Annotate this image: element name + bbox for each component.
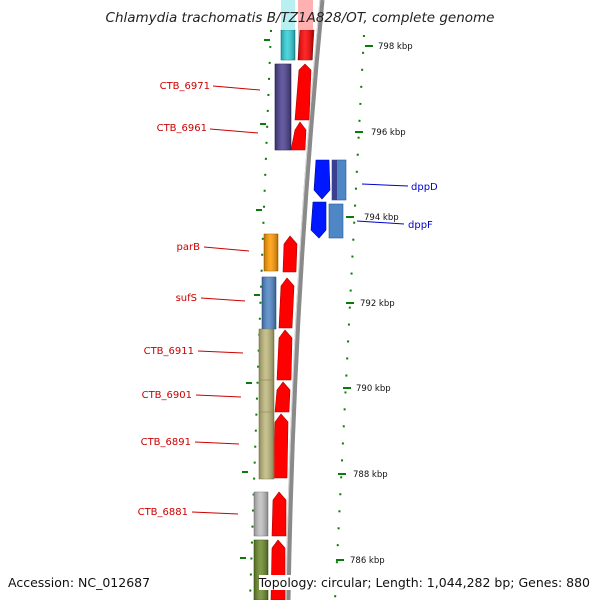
cog-segment-lines [259,379,274,413]
genome-summary: Topology: circular; Length: 1,044,282 bp… [258,575,590,590]
leader-lines-right [356,183,409,225]
cds-cyan-top [281,0,295,30]
gene-label-CTB_6971: CTB_6971 [160,81,210,92]
genome-backbone-highlight [285,0,321,600]
cds-arrow [274,381,291,413]
scale-label-796: 796 kbp [371,128,406,138]
scale-ticks [336,45,373,561]
scale-label-786: 786 kbp [350,556,385,566]
scale-label-788: 788 kbp [353,470,388,480]
red-cds-shading [298,30,313,60]
accession-label: Accession: NC_012687 [8,575,151,590]
dppF-arrow [310,201,327,239]
cds-arrow [276,329,293,381]
cog-shading [254,30,295,600]
cds-pink-top [298,0,313,30]
map-title: Chlamydia trachomatis B/TZ1A828/OT, comp… [105,10,495,26]
scale-label-790: 790 kbp [356,384,391,394]
gene-label-dppD: dppD [411,182,438,193]
genome-backbone [285,0,325,600]
cds-arrow [294,63,312,121]
cds-arrow [290,121,307,151]
scale-label-798: 798 kbp [378,42,413,52]
gene-label-dppF: dppF [408,220,433,231]
outer-tick-ring [334,34,365,600]
cds-arrow [278,277,295,329]
cds-arrow [272,413,289,479]
gene-label-sufS: sufS [176,293,197,304]
inner-scale-ticks [240,39,270,559]
gene-label-CTB_6961: CTB_6961 [157,123,207,134]
leader-lines-left [191,85,261,515]
dpp-operon [310,159,347,239]
gene-label-CTB_6911: CTB_6911 [144,346,194,357]
gene-label-CTB_6901: CTB_6901 [142,390,192,401]
gene-label-parB: parB [177,242,201,253]
gene-label-CTB_6881: CTB_6881 [138,507,188,518]
scale-label-794: 794 kbp [364,213,399,223]
cds-arrow [270,539,286,600]
cds-arrow [282,235,298,273]
cds-arrow [271,491,287,537]
gene-label-CTB_6891: CTB_6891 [141,437,191,448]
scale-label-792: 792 kbp [360,299,395,309]
dppD-arrow [313,159,331,200]
dppF-cog [328,203,344,239]
